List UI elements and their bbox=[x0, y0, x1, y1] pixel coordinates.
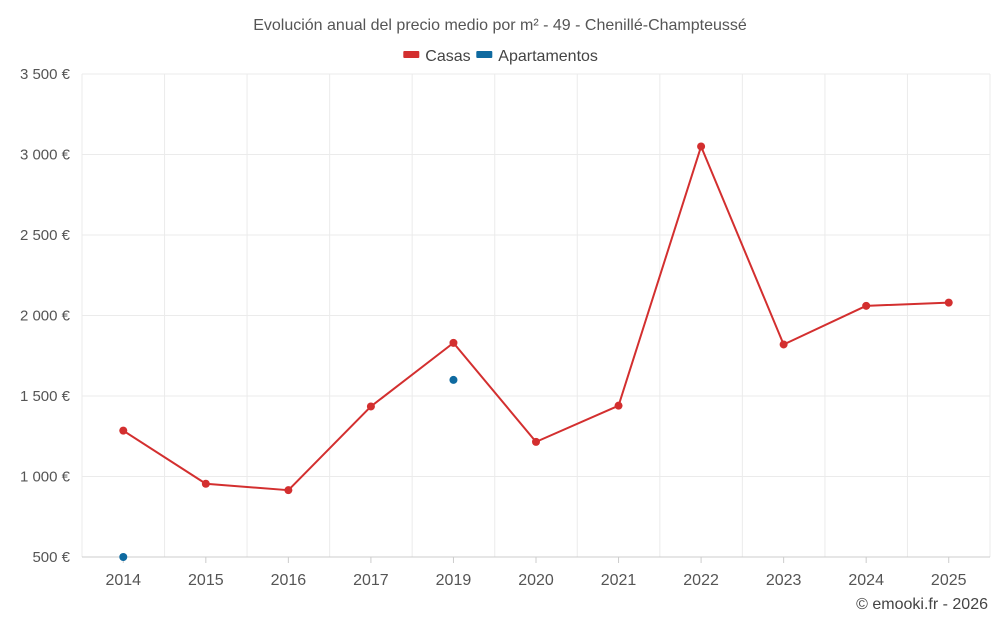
chart-title: Evolución anual del precio medio por m² … bbox=[253, 17, 747, 34]
data-point[interactable] bbox=[449, 375, 458, 384]
x-tick-label: 2023 bbox=[766, 572, 802, 589]
data-point[interactable] bbox=[119, 553, 128, 561]
credit-text: © emooki.fr - 2026 bbox=[856, 596, 988, 613]
data-point[interactable] bbox=[366, 402, 375, 411]
x-tick-label: 2019 bbox=[436, 572, 472, 589]
x-tick-label: 2021 bbox=[601, 572, 637, 589]
x-tick-label: 2022 bbox=[683, 572, 719, 589]
data-point[interactable] bbox=[284, 486, 293, 495]
y-axis: 500 € 1 000 € 1 500 € 2 000 € 2 500 € 3 000 €… bbox=[20, 66, 71, 566]
legend-swatch bbox=[403, 51, 420, 58]
legend-swatch bbox=[476, 51, 493, 58]
legend-label: Casas bbox=[425, 48, 470, 65]
data-point[interactable] bbox=[944, 298, 953, 307]
y-tick-label: 3 500 € bbox=[20, 66, 71, 83]
x-tick-label: 2020 bbox=[518, 572, 554, 589]
x-tick-label: 2024 bbox=[848, 572, 884, 589]
x-tick-label: 2014 bbox=[105, 572, 141, 589]
data-point[interactable] bbox=[532, 437, 540, 446]
y-tick-label: 3 000 € bbox=[20, 147, 71, 164]
series-layer bbox=[119, 142, 953, 561]
series-casas bbox=[119, 142, 953, 495]
series-apartamentos bbox=[119, 375, 458, 561]
x-tick-label: 2017 bbox=[353, 572, 389, 589]
y-tick-label: 500 € bbox=[32, 549, 70, 566]
data-point[interactable] bbox=[201, 479, 210, 488]
data-point[interactable] bbox=[449, 338, 458, 347]
y-tick-label: 1 500 € bbox=[20, 388, 71, 405]
data-point[interactable] bbox=[862, 301, 871, 310]
x-axis: 2014 2015 2016 2017 2019 2020 2021 2022 2023 2024… bbox=[82, 556, 990, 589]
data-point[interactable] bbox=[119, 426, 128, 435]
legend-label: Apartamentos bbox=[498, 48, 598, 65]
data-point[interactable] bbox=[779, 340, 788, 349]
y-tick-label: 2 000 € bbox=[20, 308, 71, 325]
legend-item[interactable]: Casas bbox=[403, 48, 471, 65]
grid bbox=[81, 73, 991, 558]
data-point[interactable] bbox=[697, 142, 706, 151]
legend-item[interactable]: Apartamentos bbox=[476, 48, 598, 65]
x-tick-label: 2015 bbox=[188, 572, 224, 589]
legend[interactable]: Casas Apartamentos bbox=[403, 48, 598, 65]
data-point[interactable] bbox=[614, 401, 623, 410]
y-tick-label: 1 000 € bbox=[20, 469, 71, 486]
x-tick-label: 2025 bbox=[931, 572, 967, 589]
x-tick-label: 2016 bbox=[271, 572, 307, 589]
y-tick-label: 2 500 € bbox=[20, 227, 71, 244]
